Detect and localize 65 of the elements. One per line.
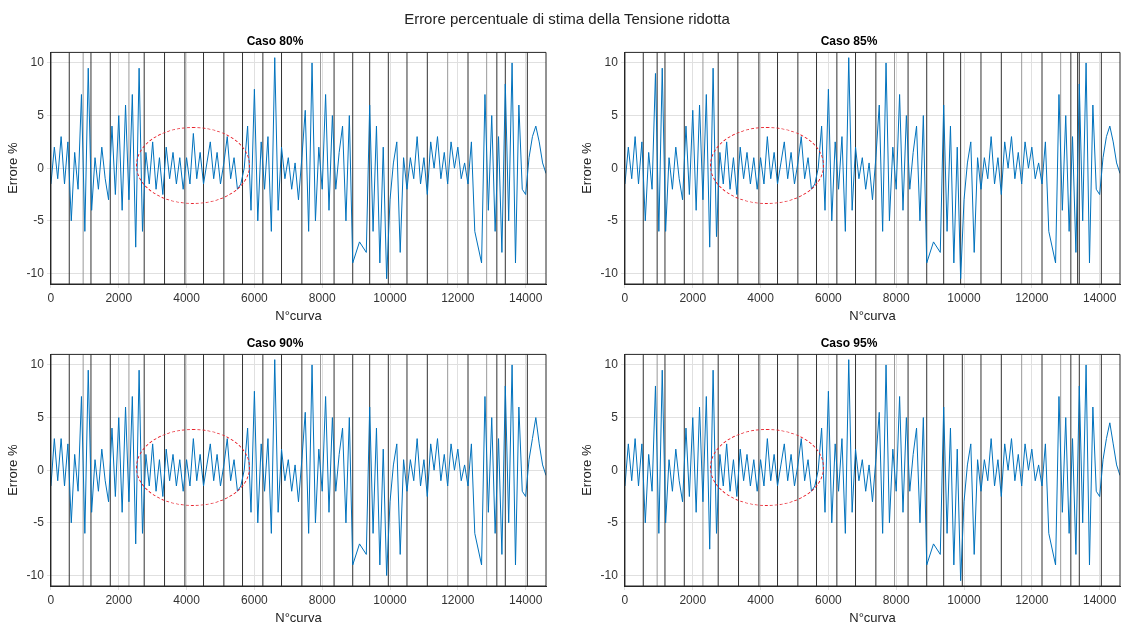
y-tick-label: 10 — [604, 357, 619, 372]
y-tick-label: 10 — [30, 357, 45, 372]
x-tick-label: 2000 — [679, 290, 707, 305]
chart-title: Caso 90% — [246, 335, 304, 350]
y-tick-label: 10 — [30, 55, 45, 70]
chart-title: Caso 85% — [820, 33, 878, 48]
y-tick-label: 0 — [37, 160, 45, 175]
x-tick-label: 2000 — [679, 592, 707, 607]
x-tick-label: 2000 — [105, 592, 133, 607]
x-tick-label: 6000 — [815, 592, 843, 607]
x-axis-title: N°curva — [849, 307, 897, 323]
x-tick-label: 12000 — [441, 592, 475, 607]
y-tick-label: -5 — [607, 213, 619, 228]
y-tick-label: 5 — [611, 409, 619, 424]
x-tick-label: 2000 — [105, 290, 133, 305]
y-tick-label: 0 — [611, 462, 619, 477]
x-tick-label: 0 — [47, 290, 55, 305]
y-tick-label: -5 — [33, 515, 45, 530]
x-axis-title: N°curva — [849, 609, 897, 625]
chart-title: Caso 80% — [246, 33, 304, 48]
y-tick-label: -10 — [26, 567, 45, 582]
x-tick-label: 10000 — [947, 290, 982, 305]
x-tick-label: 10000 — [373, 290, 408, 305]
y-tick-label: -5 — [33, 213, 45, 228]
x-tick-label: 0 — [47, 592, 55, 607]
y-tick-label: 5 — [611, 107, 619, 122]
x-tick-label: 4000 — [173, 592, 201, 607]
x-tick-label: 14000 — [1082, 592, 1117, 607]
x-tick-label: 4000 — [747, 290, 775, 305]
y-tick-label: 5 — [37, 409, 45, 424]
x-tick-label: 14000 — [508, 592, 543, 607]
x-tick-label: 6000 — [241, 592, 269, 607]
x-axis-title: N°curva — [275, 307, 323, 323]
x-tick-label: 6000 — [241, 290, 269, 305]
y-tick-label: -5 — [607, 515, 619, 530]
x-tick-label: 12000 — [1015, 592, 1049, 607]
x-axis-title: N°curva — [275, 609, 323, 625]
y-tick-label: 0 — [611, 160, 619, 175]
y-axis-title: Errore % — [5, 444, 21, 496]
y-axis-title: Errore % — [579, 142, 595, 194]
text: Errore percentuale di stima della Tensione ridotta — [403, 10, 731, 27]
y-tick-label: -10 — [600, 265, 619, 280]
x-tick-label: 14000 — [508, 290, 543, 305]
y-tick-label: 0 — [37, 462, 45, 477]
x-tick-label: 6000 — [815, 290, 843, 305]
x-tick-label: 10000 — [947, 592, 982, 607]
x-tick-label: 8000 — [308, 290, 336, 305]
x-tick-label: 12000 — [441, 290, 475, 305]
x-tick-label: 4000 — [173, 290, 201, 305]
y-tick-label: -10 — [600, 567, 619, 582]
x-tick-label: 10000 — [373, 592, 408, 607]
x-tick-label: 0 — [621, 290, 629, 305]
x-tick-label: 14000 — [1082, 290, 1117, 305]
x-tick-label: 8000 — [882, 592, 910, 607]
chart-title: Caso 95% — [820, 335, 878, 350]
y-tick-label: 10 — [604, 55, 619, 70]
y-tick-label: -10 — [26, 265, 45, 280]
x-tick-label: 4000 — [747, 592, 775, 607]
x-tick-label: 8000 — [882, 290, 910, 305]
y-axis-title: Errore % — [5, 142, 21, 194]
x-tick-label: 8000 — [308, 592, 336, 607]
x-tick-label: 0 — [621, 592, 629, 607]
x-tick-label: 12000 — [1015, 290, 1049, 305]
y-axis-title: Errore % — [579, 444, 595, 496]
y-tick-label: 5 — [37, 107, 45, 122]
